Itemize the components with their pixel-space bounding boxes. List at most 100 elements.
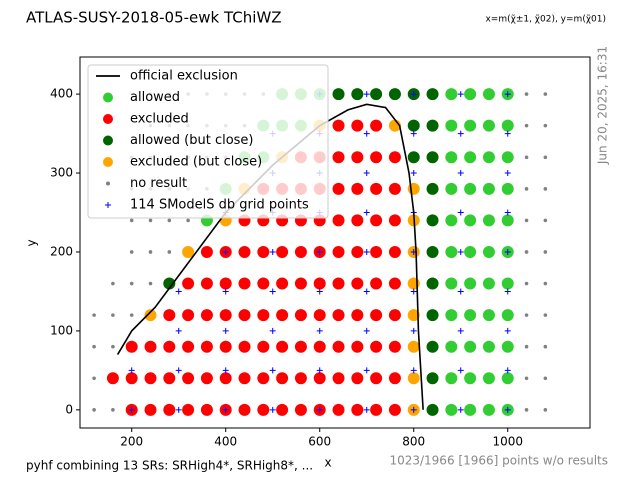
point (163, 277, 176, 290)
grid-point (269, 248, 276, 255)
point (313, 309, 326, 322)
point (313, 277, 326, 290)
chart-title: ATLAS-SUSY-2018-05-ewk TChiWZ (26, 9, 282, 27)
point (163, 372, 176, 385)
point (111, 344, 115, 349)
point (148, 250, 153, 254)
point (163, 403, 176, 416)
grid-point (457, 209, 464, 216)
point (351, 309, 364, 322)
point (464, 340, 477, 353)
point (543, 187, 548, 191)
grid-point (410, 367, 417, 374)
point (92, 408, 96, 412)
point (388, 277, 401, 290)
point (482, 277, 495, 290)
point (426, 372, 439, 385)
point (332, 372, 345, 385)
point (219, 340, 232, 353)
point (200, 277, 213, 290)
point (351, 403, 364, 416)
point (351, 245, 364, 258)
grid-point (504, 91, 511, 98)
point (92, 344, 96, 349)
grid-point (363, 288, 370, 295)
point (111, 408, 115, 412)
point (182, 277, 195, 290)
point (332, 403, 345, 416)
point (257, 277, 270, 290)
grid-point (410, 130, 417, 137)
point (238, 340, 251, 353)
point (276, 372, 289, 385)
point (257, 372, 270, 385)
point (388, 309, 401, 322)
point (482, 182, 495, 195)
point (257, 340, 270, 353)
point (445, 277, 458, 290)
grid-point (457, 327, 464, 334)
point (370, 182, 383, 195)
point (276, 245, 289, 258)
point (445, 151, 458, 164)
point (501, 340, 514, 353)
grid-point (316, 327, 323, 334)
y-axis-label: y (25, 239, 39, 246)
point (370, 403, 383, 416)
grid-point (316, 367, 323, 374)
point (501, 309, 514, 322)
point (482, 88, 495, 101)
point (313, 372, 326, 385)
legend-swatch (103, 135, 113, 146)
point (501, 214, 514, 227)
x-tick-label: 600 (308, 435, 331, 449)
point (388, 372, 401, 385)
x-axis-label: x (324, 456, 331, 470)
y-tick-label: 400 (50, 87, 73, 101)
point (543, 250, 548, 254)
point (238, 245, 251, 258)
point (426, 277, 439, 290)
point (370, 309, 383, 322)
point (370, 119, 383, 132)
point (543, 344, 548, 349)
grid-point (316, 406, 323, 413)
grid-point (457, 367, 464, 374)
grid-point (410, 327, 417, 334)
point (426, 182, 439, 195)
legend-label: allowed (130, 90, 180, 105)
point (332, 214, 345, 227)
grid-point (222, 288, 229, 295)
point (501, 119, 514, 132)
point (426, 214, 439, 227)
point (257, 309, 270, 322)
grid-point (363, 130, 370, 137)
y-tick-label: 100 (50, 323, 73, 337)
point (524, 155, 529, 160)
point (388, 182, 401, 195)
grid-point (504, 170, 511, 177)
point (407, 119, 420, 132)
point (182, 309, 195, 322)
point (445, 214, 458, 227)
point (524, 408, 529, 412)
point (351, 119, 364, 132)
point (200, 245, 213, 258)
grid-point (222, 327, 229, 334)
grid-point (269, 327, 276, 334)
point (445, 182, 458, 195)
legend: official exclusion allowed excluded allowed… (87, 64, 329, 219)
grid-point (128, 406, 135, 413)
point (464, 245, 477, 258)
grid-point (363, 91, 370, 98)
legend-label: no result (130, 176, 187, 191)
point (294, 245, 307, 258)
point (186, 218, 190, 223)
point (524, 376, 529, 381)
grid-point (457, 130, 464, 137)
point (332, 151, 345, 164)
point (182, 403, 195, 416)
point (332, 88, 345, 101)
grid-point (504, 406, 511, 413)
grid-point (504, 130, 511, 137)
